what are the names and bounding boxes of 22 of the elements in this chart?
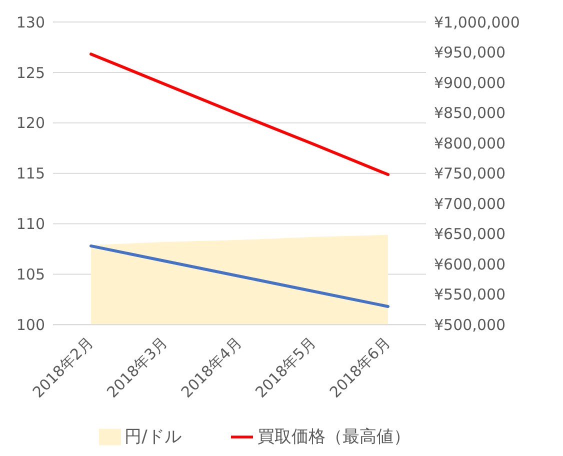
y2-tick-label: ¥850,000 [434, 104, 506, 122]
y-tick-label: 100 [16, 316, 45, 334]
y-tick-label: 130 [16, 13, 45, 32]
y2-tick-label: ¥550,000 [434, 286, 506, 304]
y-tick-label: 125 [16, 64, 45, 82]
y-tick-label: 110 [16, 215, 45, 234]
line-series [90, 244, 390, 308]
y2-tick-label: ¥1,000,000 [434, 13, 520, 32]
y2-tick-label: ¥800,000 [434, 134, 506, 152]
y2-tick-label: ¥650,000 [434, 225, 506, 244]
y2-tick-label: ¥600,000 [434, 255, 506, 274]
y2-tick-label: ¥700,000 [434, 194, 506, 213]
y-tick-label: 120 [16, 114, 45, 132]
y2-tick-label: ¥750,000 [434, 164, 506, 183]
legend-label: 買取価格（最高値） [257, 426, 410, 447]
y2-tick-label: ¥900,000 [434, 74, 506, 92]
y-tick-label: 105 [16, 266, 45, 284]
y2-tick-label: ¥500,000 [434, 316, 506, 334]
y-tick-label: 115 [16, 164, 45, 183]
line-series [90, 52, 390, 176]
legend-label: 円/ドル [124, 426, 182, 447]
y2-tick-label: ¥950,000 [434, 44, 506, 62]
